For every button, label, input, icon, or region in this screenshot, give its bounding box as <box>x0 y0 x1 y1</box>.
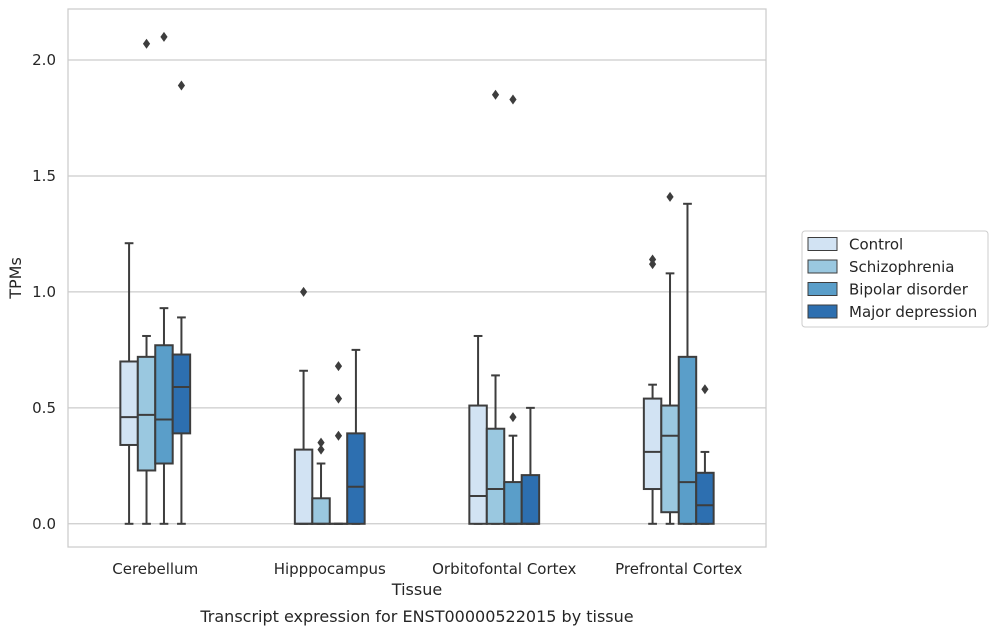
box-control <box>295 287 312 524</box>
outlier-point <box>300 287 307 297</box>
box-bipolar-disorder <box>679 204 696 524</box>
outlier-point <box>335 394 342 404</box>
x-axis-label: Tissue <box>391 580 442 599</box>
chart-caption: Transcript expression for ENST0000052201… <box>199 607 633 626</box>
outlier-point <box>492 90 499 100</box>
box-control <box>120 243 137 524</box>
box-schizophrenia <box>138 39 155 524</box>
outlier-point <box>509 412 516 422</box>
x-tick-label: Orbitofontal Cortex <box>432 560 576 578</box>
x-tick-label: Cerebellum <box>112 560 198 578</box>
y-tick-label: 0.5 <box>32 399 56 417</box>
iqr-box <box>696 473 713 524</box>
outlier-point <box>335 361 342 371</box>
box-bipolar-disorder <box>155 32 172 524</box>
iqr-box <box>522 475 539 524</box>
box-control <box>469 336 486 524</box>
box-control <box>644 254 661 523</box>
outlier-point <box>335 431 342 441</box>
legend-label: Major depression <box>849 303 977 321</box>
y-tick-label: 0.0 <box>32 515 56 533</box>
outlier-point <box>509 94 516 104</box>
y-axis-label: TPMs <box>6 257 25 300</box>
iqr-box <box>661 406 678 513</box>
outlier-point <box>178 81 185 91</box>
x-tick-label: Prefrontal Cortex <box>615 560 742 578</box>
outlier-point <box>160 32 167 42</box>
iqr-box <box>487 429 504 524</box>
outlier-point <box>317 438 324 448</box>
box-major-depression <box>347 350 364 524</box>
iqr-box <box>469 406 486 524</box>
iqr-box <box>312 498 329 524</box>
box-major-depression <box>173 81 190 524</box>
iqr-box <box>347 433 364 523</box>
iqr-box <box>120 361 137 444</box>
outlier-point <box>666 192 673 202</box>
box-schizophrenia <box>661 192 678 524</box>
box-bipolar-disorder <box>330 361 347 524</box>
legend-label: Bipolar disorder <box>849 281 969 299</box>
legend-swatch <box>808 238 837 251</box>
box-bipolar-disorder <box>504 94 521 523</box>
iqr-box <box>644 399 661 489</box>
iqr-box <box>295 450 312 524</box>
legend-label: Control <box>849 236 903 254</box>
legend-swatch <box>808 260 837 273</box>
x-tick-label: Hipppocampus <box>274 560 386 578</box>
box-major-depression <box>522 408 539 524</box>
iqr-box <box>504 482 521 524</box>
y-tick-label: 1.0 <box>32 283 56 301</box>
legend-swatch <box>808 305 837 318</box>
y-tick-label: 2.0 <box>32 51 56 69</box>
iqr-box <box>155 345 172 463</box>
outlier-point <box>701 384 708 394</box>
box-plot-series <box>120 32 713 524</box>
outlier-point <box>143 39 150 49</box>
box-schizophrenia <box>312 438 329 524</box>
x-axis-ticks: Cerebellum Hipppocampus Orbitofontal Corte… <box>112 560 742 578</box>
iqr-box <box>173 355 190 434</box>
box-major-depression <box>696 384 713 524</box>
iqr-box <box>138 357 155 471</box>
legend-swatch <box>808 283 837 296</box>
y-tick-label: 1.5 <box>32 167 56 185</box>
legend-label: Schizophrenia <box>849 258 954 276</box>
iqr-box <box>679 357 696 524</box>
y-axis-ticks: 0.0 0.5 1.0 1.5 2.0 <box>32 51 56 533</box>
legend: Control Schizophrenia Bipolar disorder Majo… <box>802 231 988 327</box>
box-schizophrenia <box>487 90 504 524</box>
